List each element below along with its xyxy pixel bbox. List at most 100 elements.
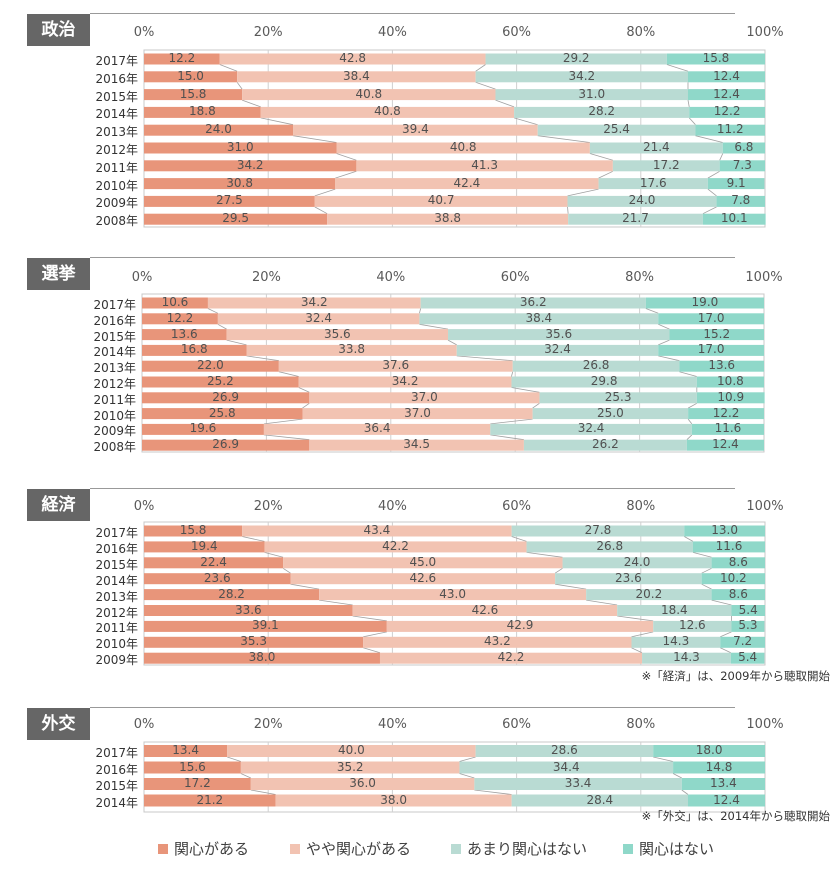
bar-segment bbox=[686, 439, 764, 451]
series-connector-line bbox=[336, 153, 357, 161]
category-label: 2013年 bbox=[95, 125, 138, 140]
series-connector-line bbox=[207, 308, 219, 314]
bar-segment bbox=[219, 53, 486, 65]
series-connector-line bbox=[554, 567, 563, 574]
bar-segment bbox=[309, 392, 540, 404]
series-connector-line bbox=[490, 418, 533, 425]
bar-segment bbox=[144, 124, 294, 136]
series-connector-line bbox=[702, 206, 717, 215]
series-connector-line bbox=[217, 323, 227, 330]
section-title: 経済 bbox=[27, 489, 90, 521]
bar-segment bbox=[237, 71, 476, 83]
bar-segment bbox=[586, 589, 712, 601]
series-connector-line bbox=[631, 631, 654, 638]
bar-segment bbox=[226, 329, 449, 341]
bar-segment bbox=[293, 124, 538, 136]
series-connector-line bbox=[617, 615, 654, 622]
bar-segment bbox=[356, 160, 613, 172]
x-tick-label: 60% bbox=[500, 270, 530, 285]
series-connector-line bbox=[719, 153, 724, 161]
bar-segment bbox=[144, 778, 251, 790]
bar-segment bbox=[227, 745, 476, 757]
bar-segment bbox=[144, 53, 220, 65]
category-label: 2011年 bbox=[95, 621, 138, 636]
bar-segment bbox=[459, 761, 674, 774]
series-connector-line bbox=[692, 552, 712, 558]
series-connector-line bbox=[263, 434, 310, 441]
series-connector-line bbox=[459, 773, 475, 779]
x-tick-label: 40% bbox=[377, 499, 407, 514]
series-connector-line bbox=[586, 599, 618, 606]
bar-segment bbox=[144, 745, 228, 757]
series-connector-line bbox=[684, 536, 694, 542]
category-label: 2010年 bbox=[93, 408, 136, 423]
series-connector-line bbox=[298, 387, 310, 393]
bar-segment bbox=[283, 557, 563, 569]
series-connector-line bbox=[511, 536, 527, 542]
bar-segment bbox=[250, 778, 475, 790]
bar-segment bbox=[612, 160, 720, 172]
x-tick-label: 100% bbox=[745, 270, 783, 285]
series-connector-line bbox=[264, 552, 284, 558]
bar-segment bbox=[485, 53, 667, 65]
series-connector-line bbox=[701, 567, 712, 574]
category-label: 2014年 bbox=[95, 573, 138, 588]
series-connector-line bbox=[711, 599, 732, 606]
bar-segment bbox=[687, 794, 765, 807]
series-connector-line bbox=[250, 789, 276, 795]
bar-segment bbox=[142, 297, 208, 309]
bar-segment bbox=[692, 541, 765, 553]
bar-segment bbox=[242, 89, 496, 101]
bar-segment bbox=[144, 652, 380, 664]
series-connector-line bbox=[319, 599, 353, 606]
series-connector-line bbox=[226, 339, 247, 346]
bar-segment bbox=[240, 761, 460, 774]
category-label: 2011年 bbox=[95, 160, 138, 175]
category-label: 2009年 bbox=[93, 424, 136, 439]
bar-segment bbox=[720, 636, 765, 648]
bar-segment bbox=[642, 652, 731, 664]
bar-segment bbox=[658, 344, 764, 356]
category-label: 2015年 bbox=[95, 779, 138, 793]
section-divider bbox=[90, 707, 735, 708]
series-connector-line bbox=[459, 756, 476, 762]
category-label: 2013年 bbox=[93, 361, 136, 376]
series-connector-line bbox=[352, 615, 387, 622]
bar-segment bbox=[679, 360, 764, 372]
series-connector-line bbox=[419, 308, 422, 314]
bar-segment bbox=[263, 423, 491, 435]
plot-frame bbox=[141, 293, 765, 453]
bar-segment bbox=[309, 439, 524, 451]
series-connector-line bbox=[687, 418, 693, 425]
series-connector-line bbox=[681, 789, 689, 795]
x-tick-label: 60% bbox=[502, 499, 532, 514]
bar-segment bbox=[314, 195, 568, 207]
legend-item-somewhat-interested: やや関心がある bbox=[290, 838, 411, 859]
x-tick-label: 80% bbox=[626, 717, 656, 732]
bar-segment bbox=[144, 213, 328, 225]
x-tick-label: 40% bbox=[377, 717, 407, 732]
bar-segment bbox=[363, 636, 632, 648]
category-label: 2008年 bbox=[93, 440, 136, 455]
bar-segment bbox=[687, 89, 765, 101]
series-connector-line bbox=[260, 117, 294, 126]
x-tick-label: 100% bbox=[746, 717, 784, 732]
series-connector-line bbox=[672, 773, 682, 779]
x-tick-label: 20% bbox=[251, 270, 281, 285]
series-connector-line bbox=[555, 583, 587, 590]
bar-segment bbox=[673, 761, 765, 774]
series-connector-line bbox=[314, 206, 328, 215]
section-divider bbox=[90, 488, 735, 489]
bar-segment bbox=[669, 329, 764, 341]
bar-segment bbox=[144, 620, 387, 632]
series-connector-line bbox=[302, 402, 310, 409]
category-label: 2011年 bbox=[93, 392, 136, 407]
series-connector-line bbox=[447, 339, 457, 346]
bar-segment bbox=[319, 589, 587, 601]
bar-segment bbox=[379, 652, 643, 664]
x-tick-label: 40% bbox=[376, 270, 406, 285]
x-tick-label: 20% bbox=[253, 499, 283, 514]
bar-segment bbox=[475, 745, 654, 757]
series-connector-line bbox=[658, 355, 680, 362]
